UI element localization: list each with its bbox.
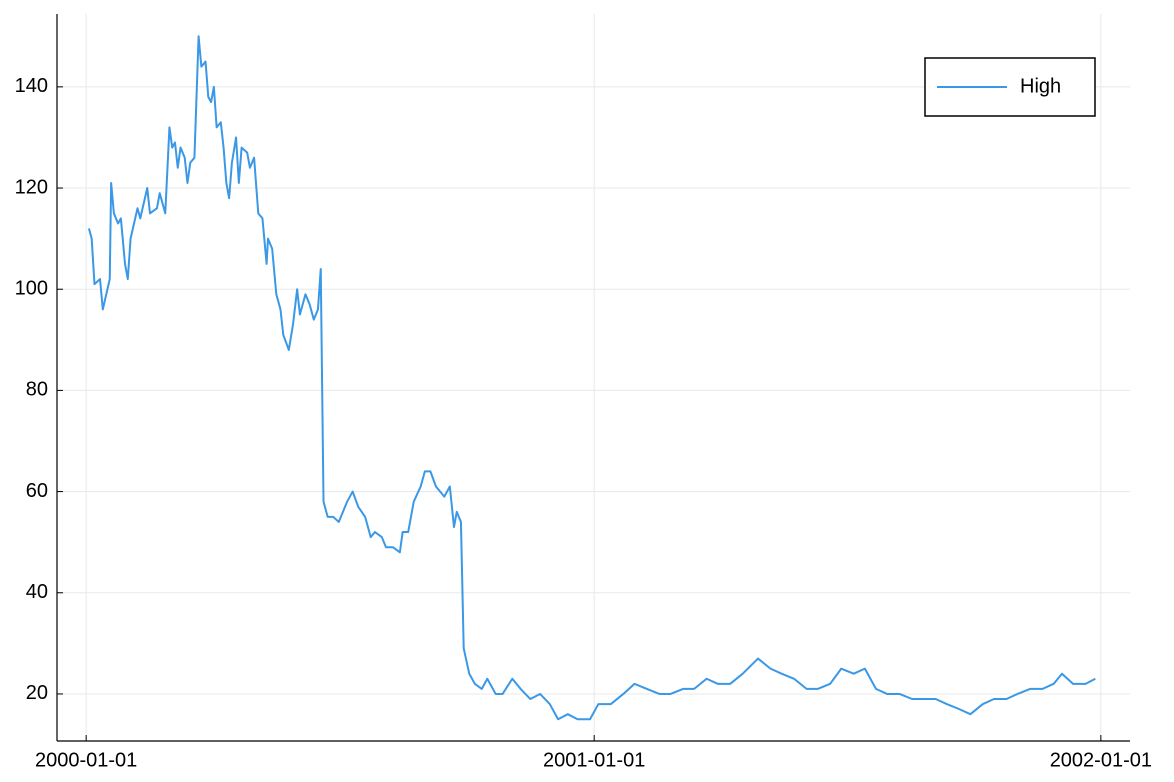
y-tick-label: 120 <box>15 176 48 198</box>
y-tick-label: 40 <box>26 581 48 603</box>
line <box>87 35 1096 721</box>
x-tick-label: 2001-01-01 <box>543 749 645 771</box>
x-tick-label: 2000-01-01 <box>35 749 137 771</box>
legend-label: High <box>1020 75 1061 97</box>
y-tick-label: 80 <box>26 379 48 401</box>
y-tick-label: 60 <box>26 480 48 502</box>
y-tick-label: 100 <box>15 277 48 299</box>
y-tick-label: 140 <box>15 75 48 97</box>
x-tick-label: 2002-01-01 <box>1050 749 1152 771</box>
y-tick-label: 20 <box>26 682 48 704</box>
